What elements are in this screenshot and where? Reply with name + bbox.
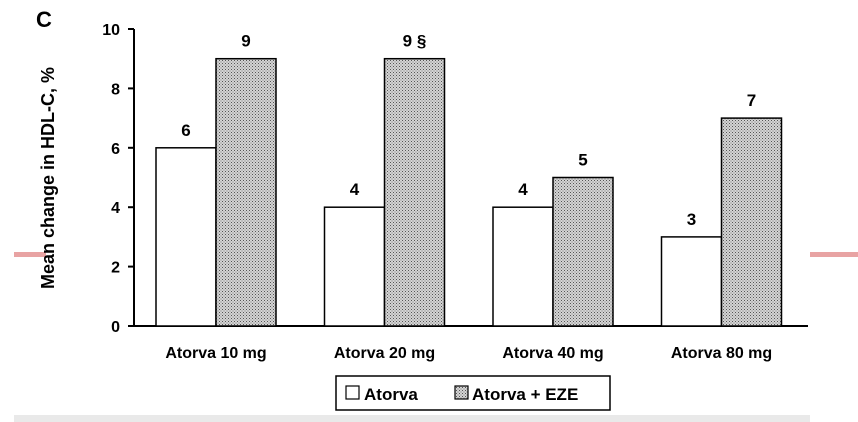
bar-atorva [323, 206, 386, 327]
panel-letter: C [36, 7, 52, 32]
legend-label-atorva-eze: Atorva + EZE [472, 385, 578, 404]
y-tick-label: 0 [111, 319, 120, 336]
bar-value-label: 7 [747, 91, 756, 110]
category-labels: Atorva 10 mg Atorva 20 mg Atorva 40 mg Ator… [165, 345, 772, 362]
bar-value-label: 4 [518, 180, 528, 199]
y-axis-label-group: Mean change in HDL-C, % [38, 67, 58, 289]
bar-atorva-eze [552, 176, 614, 327]
bar-atorva-eze [383, 57, 446, 327]
y-ticks: 0 2 4 6 8 10 [102, 22, 134, 336]
right-accent-line [810, 252, 858, 257]
legend: Atorva Atorva + EZE [335, 375, 611, 411]
bar-atorva [660, 236, 723, 327]
bar-atorva-eze [215, 57, 277, 327]
x-category-label: Atorva 10 mg [165, 345, 266, 362]
bar-value-label: 6 [181, 121, 190, 140]
bar-value-label: 9 [241, 32, 250, 51]
bar-value-label: 3 [687, 210, 696, 229]
bar-labels: 6 9 4 9 § 4 5 3 7 [181, 32, 756, 229]
bar-value-label: 9 § [403, 32, 427, 51]
bars [155, 57, 783, 327]
y-tick-label: 4 [111, 200, 120, 217]
y-tick-label: 2 [111, 260, 120, 277]
y-tick-label: 6 [111, 141, 120, 158]
bar-atorva [492, 206, 554, 327]
legend-frame [335, 375, 611, 411]
legend-swatch-atorva-eze [454, 385, 469, 400]
bar-value-label: 5 [578, 151, 587, 170]
left-accent-line [14, 252, 46, 257]
bar-value-label: 4 [350, 180, 360, 199]
y-tick-label: 8 [111, 81, 120, 98]
legend-label-atorva: Atorva [364, 385, 418, 404]
bottom-band [14, 415, 810, 422]
y-axis-label: Mean change in HDL-C, % [38, 67, 58, 289]
bar-atorva-eze [720, 117, 783, 327]
legend-swatch-atorva [345, 385, 360, 400]
x-category-label: Atorva 40 mg [502, 345, 603, 362]
x-category-label: Atorva 20 mg [334, 345, 435, 362]
bar-atorva [155, 147, 217, 327]
x-category-label: Atorva 80 mg [671, 345, 772, 362]
y-tick-label: 10 [102, 22, 120, 39]
